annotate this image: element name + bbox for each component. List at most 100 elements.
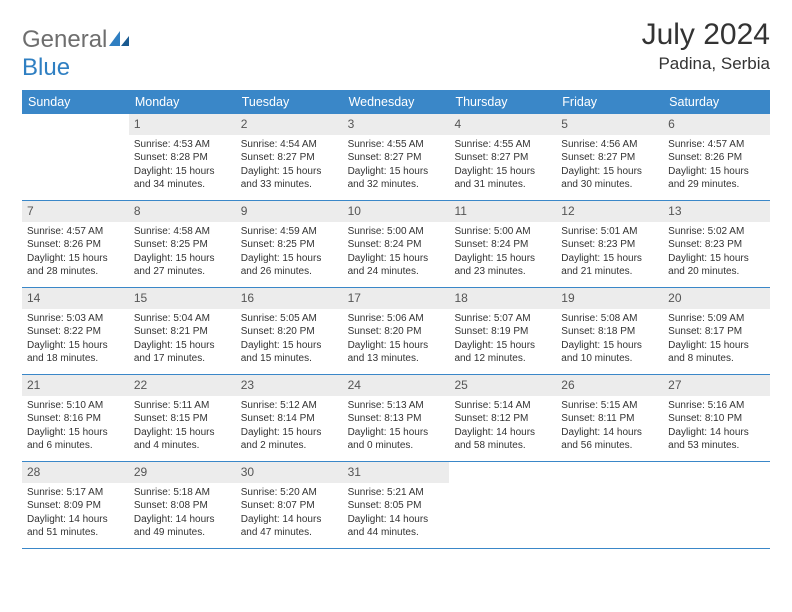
weekday-thursday: Thursday xyxy=(449,90,556,114)
day-number: 22 xyxy=(134,378,147,392)
daylight-line-1: Daylight: 15 hours xyxy=(668,339,765,353)
sunset-line: Sunset: 8:09 PM xyxy=(27,499,124,513)
day-empty xyxy=(449,462,556,548)
day-number: 30 xyxy=(241,465,254,479)
day-number: 18 xyxy=(454,291,467,305)
sunrise-line: Sunrise: 4:53 AM xyxy=(134,138,231,152)
daylight-line-2: and 26 minutes. xyxy=(241,265,338,279)
daylight-line-1: Daylight: 15 hours xyxy=(348,252,445,266)
day-29: 29Sunrise: 5:18 AMSunset: 8:08 PMDayligh… xyxy=(129,462,236,548)
sunset-line: Sunset: 8:07 PM xyxy=(241,499,338,513)
sunrise-line: Sunrise: 4:58 AM xyxy=(134,225,231,239)
logo-text: GeneralBlue xyxy=(22,26,131,82)
location: Padina, Serbia xyxy=(642,54,770,74)
sunset-line: Sunset: 8:24 PM xyxy=(348,238,445,252)
sunset-line: Sunset: 8:13 PM xyxy=(348,412,445,426)
sunset-line: Sunset: 8:11 PM xyxy=(561,412,658,426)
sunset-line: Sunset: 8:12 PM xyxy=(454,412,551,426)
daylight-line-1: Daylight: 15 hours xyxy=(241,165,338,179)
daylight-line-2: and 49 minutes. xyxy=(134,526,231,540)
sunrise-line: Sunrise: 4:59 AM xyxy=(241,225,338,239)
sunrise-line: Sunrise: 5:02 AM xyxy=(668,225,765,239)
day-15: 15Sunrise: 5:04 AMSunset: 8:21 PMDayligh… xyxy=(129,288,236,374)
day-number-row: 6 xyxy=(663,114,770,135)
day-number: 9 xyxy=(241,204,248,218)
day-1: 1Sunrise: 4:53 AMSunset: 8:28 PMDaylight… xyxy=(129,114,236,200)
day-21: 21Sunrise: 5:10 AMSunset: 8:16 PMDayligh… xyxy=(22,375,129,461)
daylight-line-2: and 44 minutes. xyxy=(348,526,445,540)
weekday-sunday: Sunday xyxy=(22,90,129,114)
day-number: 11 xyxy=(454,204,466,218)
daylight-line-2: and 6 minutes. xyxy=(27,439,124,453)
sunrise-line: Sunrise: 5:17 AM xyxy=(27,486,124,500)
daylight-line-2: and 20 minutes. xyxy=(668,265,765,279)
daylight-line-2: and 13 minutes. xyxy=(348,352,445,366)
day-number-row: 17 xyxy=(343,288,450,309)
daylight-line-1: Daylight: 14 hours xyxy=(561,426,658,440)
weekday-friday: Friday xyxy=(556,90,663,114)
daylight-line-1: Daylight: 15 hours xyxy=(668,165,765,179)
daylight-line-2: and 8 minutes. xyxy=(668,352,765,366)
day-number-row: 10 xyxy=(343,201,450,222)
daylight-line-1: Daylight: 15 hours xyxy=(134,165,231,179)
day-26: 26Sunrise: 5:15 AMSunset: 8:11 PMDayligh… xyxy=(556,375,663,461)
daylight-line-2: and 12 minutes. xyxy=(454,352,551,366)
title-block: July 2024 Padina, Serbia xyxy=(642,18,770,74)
sunset-line: Sunset: 8:23 PM xyxy=(561,238,658,252)
day-25: 25Sunrise: 5:14 AMSunset: 8:12 PMDayligh… xyxy=(449,375,556,461)
daylight-line-2: and 33 minutes. xyxy=(241,178,338,192)
day-number-row: 18 xyxy=(449,288,556,309)
day-17: 17Sunrise: 5:06 AMSunset: 8:20 PMDayligh… xyxy=(343,288,450,374)
sunset-line: Sunset: 8:08 PM xyxy=(134,499,231,513)
logo-sail-icon xyxy=(109,26,131,54)
sunrise-line: Sunrise: 5:08 AM xyxy=(561,312,658,326)
daylight-line-1: Daylight: 15 hours xyxy=(27,339,124,353)
sunset-line: Sunset: 8:27 PM xyxy=(348,151,445,165)
day-number-row: 19 xyxy=(556,288,663,309)
day-number-row: 14 xyxy=(22,288,129,309)
sunset-line: Sunset: 8:22 PM xyxy=(27,325,124,339)
header: GeneralBlue July 2024 Padina, Serbia xyxy=(22,18,770,82)
daylight-line-2: and 34 minutes. xyxy=(134,178,231,192)
day-number: 10 xyxy=(348,204,361,218)
daylight-line-1: Daylight: 15 hours xyxy=(668,252,765,266)
day-9: 9Sunrise: 4:59 AMSunset: 8:25 PMDaylight… xyxy=(236,201,343,287)
daylight-line-2: and 30 minutes. xyxy=(561,178,658,192)
day-20: 20Sunrise: 5:09 AMSunset: 8:17 PMDayligh… xyxy=(663,288,770,374)
daylight-line-1: Daylight: 15 hours xyxy=(241,339,338,353)
sunrise-line: Sunrise: 4:55 AM xyxy=(454,138,551,152)
day-11: 11Sunrise: 5:00 AMSunset: 8:24 PMDayligh… xyxy=(449,201,556,287)
sunrise-line: Sunrise: 5:05 AM xyxy=(241,312,338,326)
weekday-saturday: Saturday xyxy=(663,90,770,114)
sunset-line: Sunset: 8:17 PM xyxy=(668,325,765,339)
daylight-line-2: and 2 minutes. xyxy=(241,439,338,453)
daylight-line-2: and 21 minutes. xyxy=(561,265,658,279)
day-27: 27Sunrise: 5:16 AMSunset: 8:10 PMDayligh… xyxy=(663,375,770,461)
day-18: 18Sunrise: 5:07 AMSunset: 8:19 PMDayligh… xyxy=(449,288,556,374)
day-number-row: 5 xyxy=(556,114,663,135)
daylight-line-2: and 17 minutes. xyxy=(134,352,231,366)
daylight-line-1: Daylight: 15 hours xyxy=(241,426,338,440)
sunrise-line: Sunrise: 5:07 AM xyxy=(454,312,551,326)
sunrise-line: Sunrise: 4:54 AM xyxy=(241,138,338,152)
daylight-line-1: Daylight: 15 hours xyxy=(454,339,551,353)
day-31: 31Sunrise: 5:21 AMSunset: 8:05 PMDayligh… xyxy=(343,462,450,548)
daylight-line-1: Daylight: 15 hours xyxy=(348,165,445,179)
day-13: 13Sunrise: 5:02 AMSunset: 8:23 PMDayligh… xyxy=(663,201,770,287)
logo-general: General xyxy=(22,26,107,53)
day-8: 8Sunrise: 4:58 AMSunset: 8:25 PMDaylight… xyxy=(129,201,236,287)
daylight-line-1: Daylight: 15 hours xyxy=(561,252,658,266)
sunset-line: Sunset: 8:27 PM xyxy=(241,151,338,165)
sunset-line: Sunset: 8:10 PM xyxy=(668,412,765,426)
daylight-line-2: and 28 minutes. xyxy=(27,265,124,279)
sunset-line: Sunset: 8:20 PM xyxy=(348,325,445,339)
sunset-line: Sunset: 8:21 PM xyxy=(134,325,231,339)
day-empty xyxy=(22,114,129,200)
week-row: 21Sunrise: 5:10 AMSunset: 8:16 PMDayligh… xyxy=(22,375,770,462)
sunset-line: Sunset: 8:26 PM xyxy=(27,238,124,252)
daylight-line-1: Daylight: 15 hours xyxy=(561,339,658,353)
sunrise-line: Sunrise: 5:15 AM xyxy=(561,399,658,413)
day-number-row: 25 xyxy=(449,375,556,396)
day-number: 17 xyxy=(348,291,361,305)
day-number: 7 xyxy=(27,204,34,218)
